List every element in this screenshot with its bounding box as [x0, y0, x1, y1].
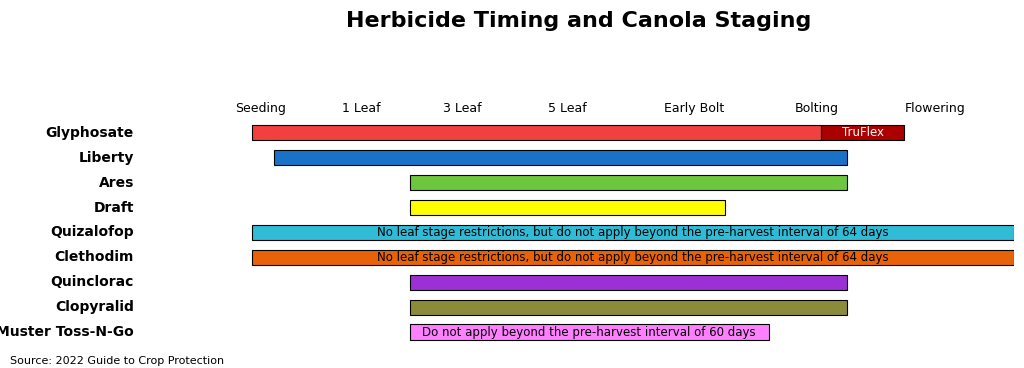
Text: Clethodim: Clethodim	[54, 250, 134, 264]
Text: No leaf stage restrictions, but do not apply beyond the pre-harvest interval of : No leaf stage restrictions, but do not a…	[377, 251, 889, 264]
Bar	[252, 125, 821, 141]
Bar	[410, 325, 769, 340]
Text: 1 Leaf: 1 Leaf	[342, 102, 381, 115]
Bar	[274, 150, 848, 165]
Bar	[410, 300, 848, 315]
Text: Seeding: Seeding	[236, 102, 287, 115]
Text: Quinclorac: Quinclorac	[50, 275, 134, 289]
Text: Draft: Draft	[93, 201, 134, 215]
Text: Quizalofop: Quizalofop	[50, 226, 134, 240]
Text: No leaf stage restrictions, but do not apply beyond the pre-harvest interval of : No leaf stage restrictions, but do not a…	[377, 226, 889, 239]
Text: Do not apply beyond the pre-harvest interval of 60 days: Do not apply beyond the pre-harvest inte…	[422, 326, 756, 339]
Text: Ares: Ares	[98, 176, 134, 190]
Bar	[821, 125, 904, 141]
Text: Flowering: Flowering	[904, 102, 966, 115]
Bar	[410, 175, 848, 190]
Text: Bolting: Bolting	[795, 102, 839, 115]
Text: Glyphosate: Glyphosate	[46, 126, 134, 140]
Text: Early Bolt: Early Bolt	[665, 102, 724, 115]
Bar	[410, 275, 848, 290]
Bar	[410, 200, 725, 215]
Text: 3 Leaf: 3 Leaf	[442, 102, 481, 115]
Text: Liberty: Liberty	[79, 151, 134, 164]
Bar	[252, 225, 1014, 240]
Text: 5 Leaf: 5 Leaf	[548, 102, 587, 115]
Bar	[252, 250, 1014, 265]
Text: Herbicide Timing and Canola Staging: Herbicide Timing and Canola Staging	[346, 11, 811, 31]
Text: Clopyralid: Clopyralid	[55, 300, 134, 314]
Text: Muster Toss-N-Go: Muster Toss-N-Go	[0, 325, 134, 339]
Text: TruFlex: TruFlex	[842, 126, 884, 139]
Text: Source: 2022 Guide to Crop Protection: Source: 2022 Guide to Crop Protection	[10, 356, 224, 366]
